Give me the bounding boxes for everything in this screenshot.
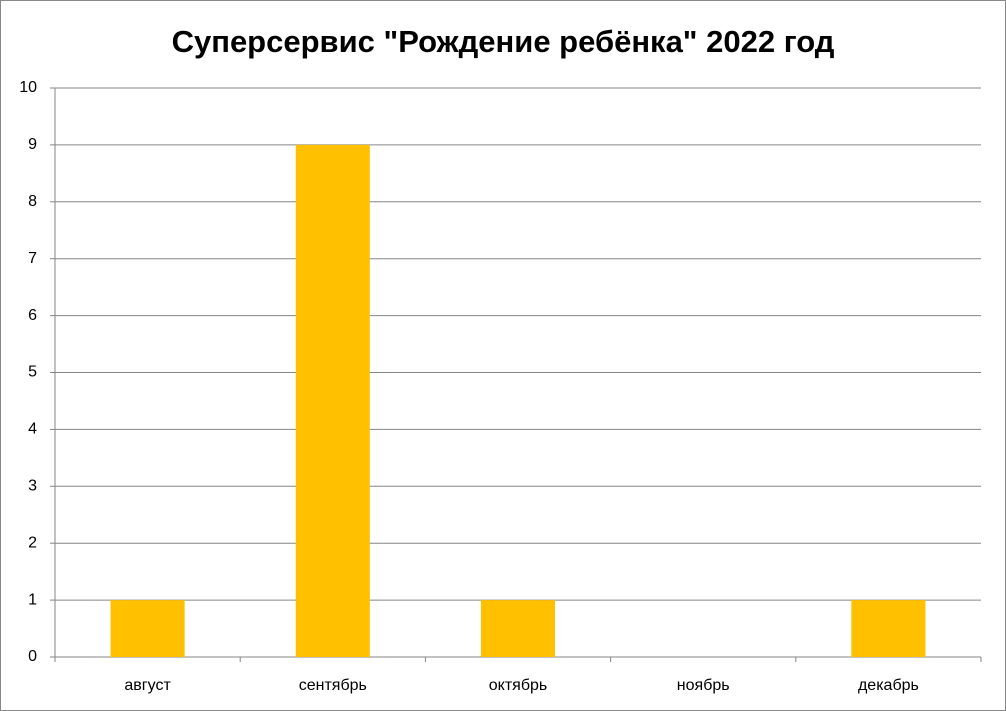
x-tick-label: октябрь [489,677,547,694]
x-tick-label: август [124,677,171,694]
bar [480,600,556,657]
chart-title: Суперсервис "Рождение ребёнка" 2022 год [172,24,835,59]
x-tick-label: декабрь [858,677,919,694]
bar [110,600,185,657]
y-tick-label: 0 [28,648,37,665]
bar [851,600,926,657]
x-tick-label: сентябрь [299,677,367,694]
y-tick-label: 3 [28,478,37,495]
y-tick-label: 9 [28,136,37,153]
y-tick-label: 5 [28,364,37,381]
y-tick-label: 10 [19,79,37,96]
x-tick-label: ноябрь [677,677,730,694]
y-tick-label: 7 [28,250,37,267]
y-tick-label: 2 [28,534,37,551]
y-tick-label: 4 [28,421,37,438]
y-tick-label: 1 [28,591,37,608]
bar [295,144,370,657]
y-tick-label: 6 [28,307,37,324]
y-tick-label: 8 [28,193,37,210]
